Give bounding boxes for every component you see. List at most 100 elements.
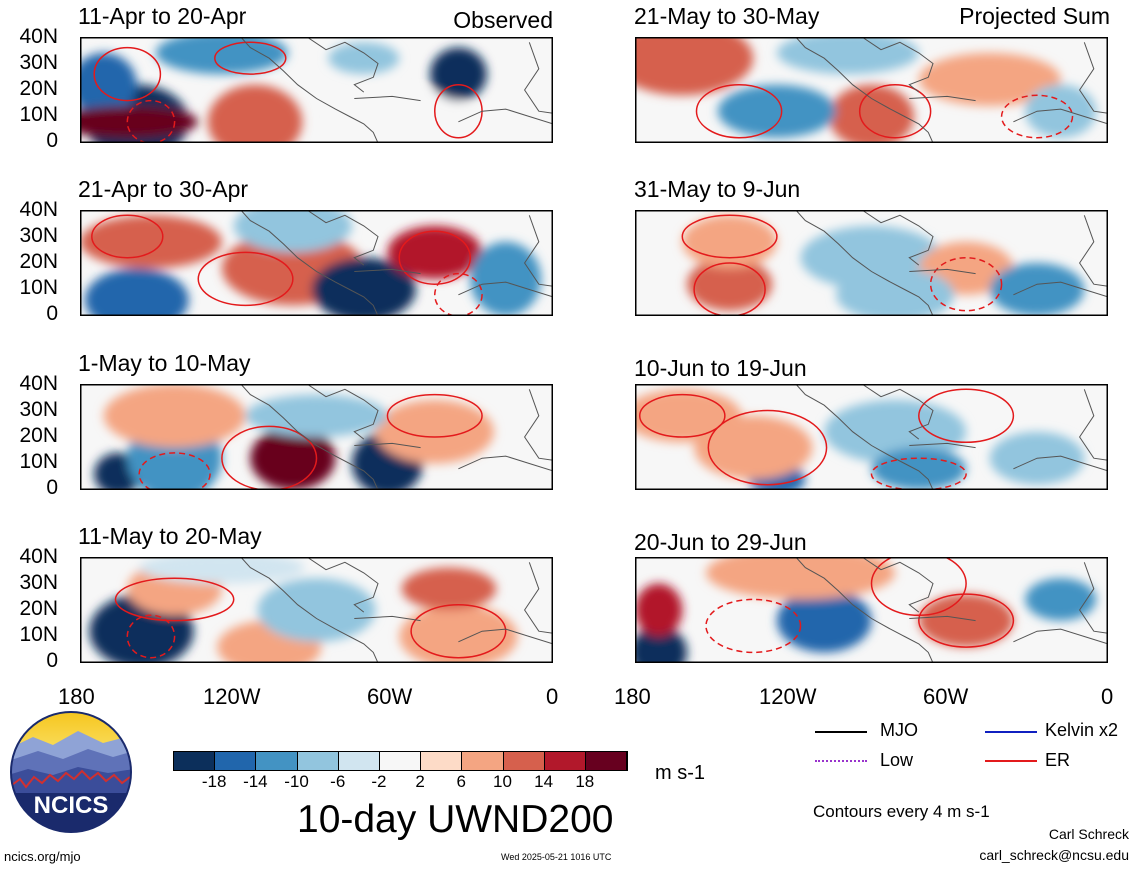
er-contour <box>1000 94 1074 139</box>
map-panel <box>80 384 553 490</box>
anomaly-region <box>328 42 400 75</box>
anomaly-region <box>155 37 289 75</box>
colorbar-tick-label: -18 <box>201 772 227 791</box>
panel-title: 21-Apr to 30-Apr <box>78 176 249 202</box>
colorbar-tick-label: 14 <box>534 772 554 791</box>
anomaly-region <box>687 257 773 311</box>
lat-label: 40N <box>19 25 58 48</box>
colorbar-tick-label: 10 <box>492 772 512 791</box>
lat-label: 30N <box>19 398 58 421</box>
legend-line-mjo <box>815 731 867 733</box>
lat-label: 30N <box>19 224 58 247</box>
colorbar-swatch <box>544 752 586 770</box>
lat-label: 30N <box>19 51 58 74</box>
anomaly-region <box>828 84 915 143</box>
colorbar-swatch <box>297 752 339 770</box>
anomaly-region <box>824 399 967 464</box>
map-frame <box>635 37 1108 143</box>
map-frame <box>80 384 553 490</box>
er-contour <box>870 557 967 617</box>
lat-label: 10N <box>19 623 58 646</box>
map-frame <box>635 557 1108 663</box>
author-email[interactable]: carl_schreck@ncsu.edu <box>979 847 1129 863</box>
colorbar-tick-label: -6 <box>330 772 346 791</box>
anomaly-region <box>705 557 896 600</box>
colorbar-tick-label: -10 <box>284 772 309 791</box>
anomaly-region <box>776 37 919 75</box>
legend-label-mjo: MJO <box>880 720 918 740</box>
colorbar-tick-label: 6 <box>456 772 466 791</box>
anomaly-region <box>989 263 1085 316</box>
anomaly-region <box>635 583 683 637</box>
colorbar-swatch <box>338 752 380 770</box>
map-panel <box>80 37 553 143</box>
lat-label: 40N <box>19 372 58 395</box>
ncics-logo-text: NCICS <box>34 792 109 819</box>
colorbar-units: m s-1 <box>655 762 705 784</box>
lat-label: 40N <box>19 545 58 568</box>
anomaly-region <box>717 84 837 138</box>
lat-label: 30N <box>19 571 58 594</box>
colorbar-tick-label: -2 <box>371 772 387 791</box>
anomaly-region <box>470 241 542 316</box>
coastline <box>795 37 1108 143</box>
er-contour <box>410 603 507 659</box>
colorbar-swatch <box>462 752 504 770</box>
lat-label: 10N <box>19 276 58 299</box>
coastline <box>240 210 553 316</box>
anomaly-region <box>80 105 199 138</box>
anomaly-region <box>207 84 303 143</box>
map-frame <box>80 557 553 663</box>
anomaly-region <box>1025 84 1097 138</box>
legend-line-low <box>815 760 867 762</box>
map-panel <box>635 384 1108 490</box>
timestamp: Wed 2025-05-21 1016 UTC <box>501 852 612 862</box>
author-name: Carl Schreck <box>1048 826 1129 842</box>
anomaly-region <box>918 52 1061 106</box>
lon-label: 120W <box>759 684 817 709</box>
anomaly-region <box>311 257 416 316</box>
legend-line-er <box>985 760 1037 762</box>
anomaly-region <box>399 604 518 663</box>
lon-label: 60W <box>923 684 969 709</box>
colorbar-swatch <box>585 752 628 770</box>
er-contour <box>197 251 294 307</box>
coastline <box>795 557 1108 663</box>
anomaly-region <box>330 90 473 143</box>
colorbar-tick-label: 2 <box>415 772 425 791</box>
lon-label: 120W <box>203 684 261 709</box>
website-link[interactable]: ncics.org/mjo <box>4 849 81 864</box>
panel-title: 31-May to 9-Jun <box>634 176 801 202</box>
lat-label: 0 <box>46 476 58 499</box>
map-frame <box>635 210 1108 316</box>
anomaly-region <box>635 37 754 96</box>
er-contour <box>693 262 766 316</box>
lat-label: 0 <box>46 302 58 325</box>
lon-label: 180 <box>58 684 95 709</box>
anomaly-region <box>682 215 777 269</box>
panel-title: 21-May to 30-May <box>634 3 820 29</box>
contours-note: Contours every 4 m s-1 <box>813 802 990 821</box>
coastline <box>795 384 1108 490</box>
er-contour <box>638 393 726 438</box>
lon-label: 180 <box>614 684 651 709</box>
er-contour <box>126 614 176 659</box>
map-frame <box>635 384 1108 490</box>
lat-label: 20N <box>19 250 58 273</box>
panel-title: 11-Apr to 20-Apr <box>78 3 247 29</box>
map-panel <box>635 37 1108 143</box>
anomaly-region <box>84 268 189 316</box>
anomaly-region <box>387 225 483 279</box>
er-contour <box>138 452 211 490</box>
colorbar-tick-label: 18 <box>575 772 595 791</box>
er-contour <box>695 83 783 139</box>
lon-label: 0 <box>1101 684 1114 709</box>
anomaly-region <box>635 625 688 663</box>
er-contour <box>929 256 1003 312</box>
lat-label: 20N <box>19 597 58 620</box>
colorbar-swatch <box>503 752 545 770</box>
lat-label: 40N <box>19 198 58 221</box>
lat-label: 10N <box>19 450 58 473</box>
lat-label: 20N <box>19 424 58 447</box>
er-contour <box>918 593 1015 648</box>
